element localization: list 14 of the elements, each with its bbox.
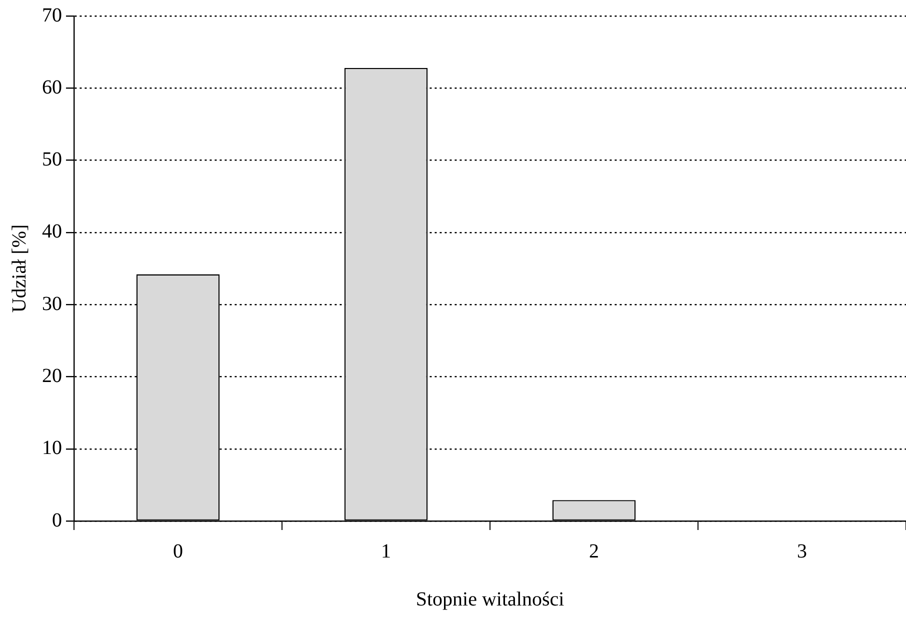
y-tick-label: 40	[42, 220, 62, 243]
y-tick-label: 0	[52, 509, 62, 532]
x-tick-label: 1	[381, 540, 391, 562]
y-axis-title: Udział [%]	[8, 224, 30, 313]
x-tick-label: 3	[797, 540, 807, 562]
y-tick-label: 50	[42, 148, 62, 171]
y-tick-label: 30	[42, 292, 62, 315]
x-tick-label: 0	[173, 540, 183, 562]
x-axis-title: Stopnie witalności	[416, 588, 565, 610]
y-tick-label: 10	[42, 437, 62, 460]
y-tick-label: 20	[42, 364, 62, 387]
y-tick-label: 70	[42, 4, 62, 26]
x-tick-label: 2	[589, 540, 599, 562]
y-tick-label: 60	[42, 76, 62, 98]
